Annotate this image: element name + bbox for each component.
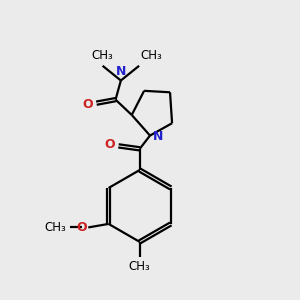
Text: CH₃: CH₃ xyxy=(44,221,66,234)
Text: CH₃: CH₃ xyxy=(92,49,113,62)
Text: CH₃: CH₃ xyxy=(141,49,162,62)
Text: CH₃: CH₃ xyxy=(129,260,151,273)
Text: N: N xyxy=(153,130,163,143)
Text: O: O xyxy=(104,138,115,151)
Text: N: N xyxy=(116,65,126,78)
Text: O: O xyxy=(83,98,94,111)
Text: O: O xyxy=(76,221,86,234)
